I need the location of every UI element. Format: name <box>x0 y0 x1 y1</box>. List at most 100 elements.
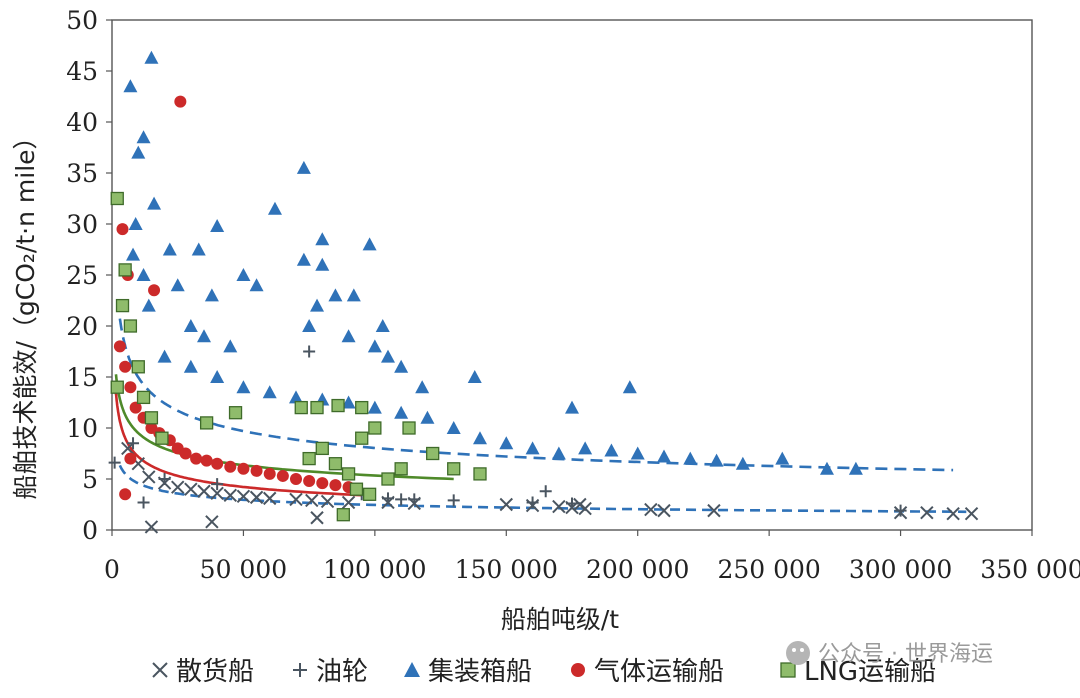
data-point <box>191 242 206 256</box>
data-point <box>116 223 129 236</box>
x-tick-label: 150 000 <box>455 555 558 584</box>
data-point <box>644 502 658 517</box>
x-tick-label: 300 000 <box>849 555 952 584</box>
data-point <box>303 345 316 358</box>
y-tick-label: 15 <box>66 363 98 392</box>
data-point <box>331 398 345 413</box>
data-point <box>566 497 578 510</box>
y-tick-label: 50 <box>66 6 98 35</box>
x-tick-label: 200 000 <box>586 555 689 584</box>
legend-marker <box>293 663 307 677</box>
series-+ <box>108 345 907 517</box>
y-tick-label: 5 <box>82 465 98 494</box>
data-point <box>315 441 329 456</box>
data-point <box>170 278 185 292</box>
data-point <box>108 456 121 469</box>
data-point <box>565 400 579 414</box>
x-axis-ticks: 0 50 000 100 000 150 000 200 000 250 000 300 0… <box>104 530 1080 584</box>
series-square <box>110 191 487 522</box>
data-point <box>210 370 225 383</box>
data-point <box>964 506 979 521</box>
data-point <box>136 130 151 144</box>
data-point <box>141 298 156 312</box>
data-point <box>316 477 329 490</box>
data-point <box>302 451 316 466</box>
data-point <box>136 268 151 281</box>
data-point <box>707 503 721 518</box>
data-point <box>110 191 124 206</box>
data-point <box>355 400 369 415</box>
data-point <box>525 441 540 455</box>
data-point <box>341 395 356 409</box>
data-point <box>123 79 138 93</box>
data-point <box>118 263 132 277</box>
data-point <box>552 499 566 514</box>
data-point <box>263 491 277 506</box>
wechat-icon-eye-left <box>792 648 796 652</box>
y-tick-label: 10 <box>66 414 98 443</box>
data-point <box>184 482 198 496</box>
data-point <box>210 486 224 500</box>
data-point <box>276 469 289 482</box>
watermark-text: 公众号 · 世界海运 <box>818 642 993 667</box>
x-tick-label: 50 000 <box>200 555 287 584</box>
trend-lines <box>114 318 967 514</box>
data-point <box>199 416 214 430</box>
legend-marker <box>780 662 796 678</box>
data-point <box>174 95 187 108</box>
data-point <box>236 380 251 394</box>
data-point <box>183 319 198 332</box>
x-tick-label: 0 <box>104 555 120 584</box>
data-point <box>310 298 325 312</box>
data-point <box>473 467 487 481</box>
data-point <box>367 339 382 353</box>
data-point <box>249 278 264 292</box>
data-point <box>250 464 263 477</box>
plot-area <box>111 19 1033 531</box>
legend-label: 气体运输船 <box>594 657 724 687</box>
data-point <box>394 462 408 476</box>
y-axis-ticks: 0 5 10 15 20 25 30 35 40 45 50 <box>66 6 112 545</box>
data-point <box>341 467 356 481</box>
data-point <box>367 400 382 414</box>
y-tick-label: 45 <box>66 57 98 86</box>
data-point <box>329 479 342 492</box>
data-point <box>183 359 198 373</box>
data-point <box>123 319 138 333</box>
data-point <box>228 406 243 420</box>
legend-label: 散货船 <box>176 657 254 687</box>
data-point <box>920 505 934 520</box>
data-point <box>604 443 619 457</box>
data-points <box>108 50 979 534</box>
data-point <box>211 478 224 491</box>
data-point <box>355 431 369 445</box>
data-point <box>237 462 250 475</box>
data-point <box>155 431 169 445</box>
y-tick-label: 35 <box>66 159 98 188</box>
data-point <box>113 340 126 353</box>
wechat-icon-eye-right <box>800 648 804 652</box>
trend-line <box>114 392 362 497</box>
data-point <box>526 496 539 509</box>
y-tick-label: 0 <box>82 516 98 545</box>
data-point <box>197 484 211 498</box>
wechat-icon <box>786 641 810 665</box>
data-point <box>305 493 319 508</box>
data-point <box>341 329 356 343</box>
data-point <box>129 401 142 414</box>
data-point <box>381 349 395 363</box>
data-point <box>848 461 863 475</box>
data-point <box>205 515 219 529</box>
data-point <box>136 390 151 405</box>
data-point <box>110 380 124 394</box>
data-point <box>328 457 343 471</box>
legend-marker <box>404 662 420 677</box>
y-tick-label: 30 <box>66 210 98 239</box>
data-point <box>362 237 377 251</box>
legend-marker <box>571 663 585 677</box>
data-point <box>121 441 135 456</box>
x-tick-label: 100 000 <box>323 555 426 584</box>
data-point <box>124 452 137 465</box>
data-point <box>315 232 330 246</box>
